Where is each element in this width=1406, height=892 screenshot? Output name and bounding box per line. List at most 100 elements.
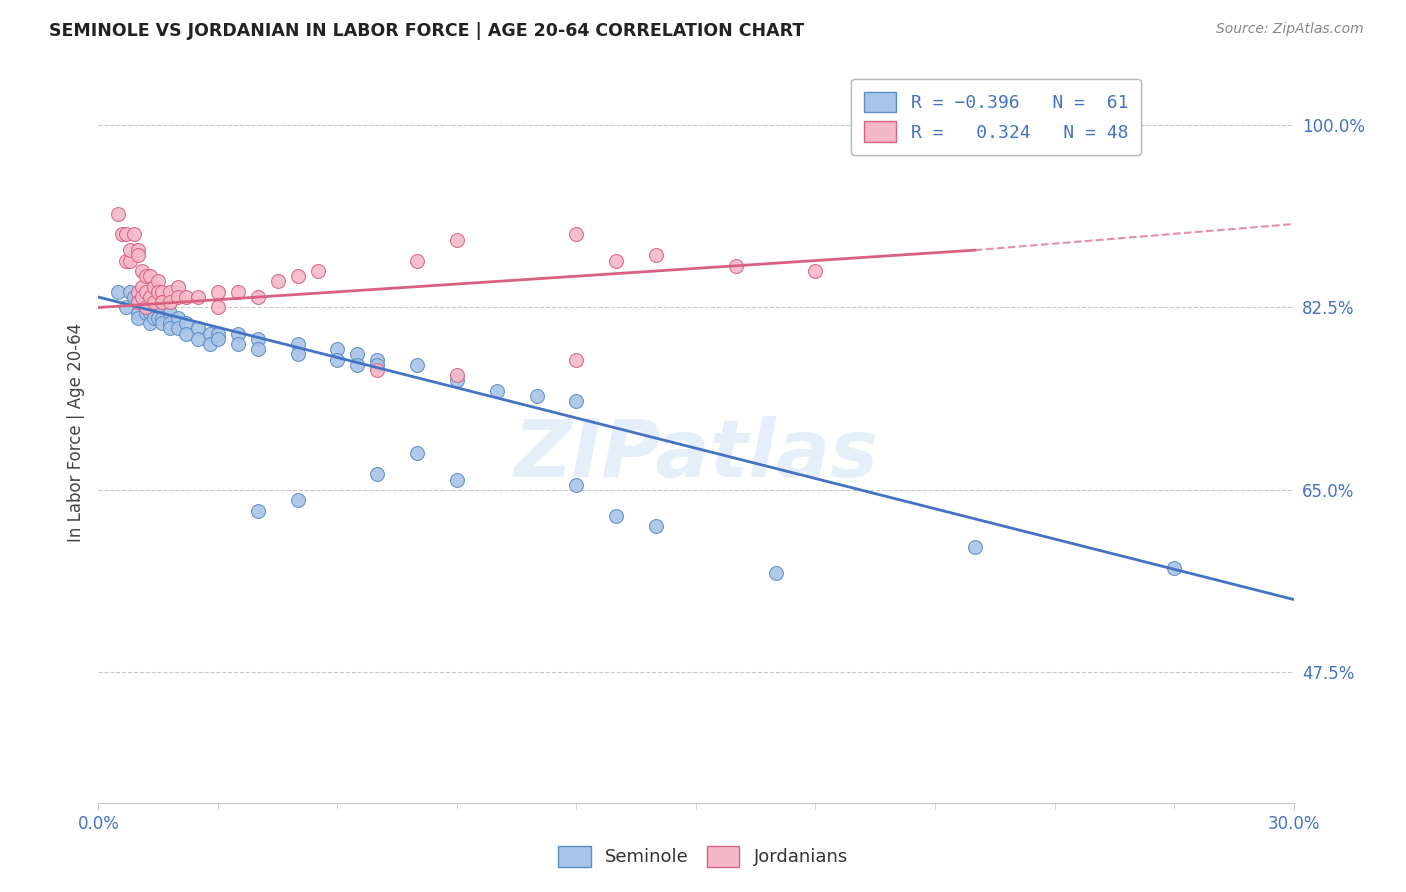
Point [765, 566, 787, 581]
Point [115, 253, 138, 268]
Point [139, 316, 162, 330]
Point [366, 467, 388, 482]
Point [115, 301, 138, 315]
Point [127, 285, 149, 299]
Point [143, 310, 166, 325]
Point [143, 295, 166, 310]
Point [120, 253, 142, 268]
Point [645, 519, 668, 533]
Point [150, 285, 173, 299]
Point [446, 368, 468, 383]
Point [724, 259, 747, 273]
Point [366, 363, 388, 377]
Point [148, 295, 170, 310]
Point [139, 290, 162, 304]
Point [565, 227, 588, 242]
Point [226, 285, 249, 299]
Point [167, 310, 190, 325]
Point [150, 301, 173, 315]
Point [159, 306, 181, 320]
Point [226, 326, 249, 341]
Point [406, 446, 429, 460]
Point [645, 248, 668, 262]
Legend: R = −0.396   N =  61, R =   0.324   N = 48: R = −0.396 N = 61, R = 0.324 N = 48 [852, 78, 1142, 155]
Point [485, 384, 508, 398]
Point [159, 295, 181, 310]
Point [131, 279, 153, 293]
Point [120, 285, 142, 299]
Point [526, 389, 548, 403]
Point [246, 342, 269, 356]
Point [565, 352, 588, 367]
Point [198, 326, 221, 341]
Point [346, 347, 368, 361]
Point [326, 342, 349, 356]
Point [287, 337, 309, 351]
Point [174, 316, 197, 330]
Point [246, 290, 269, 304]
Text: Source: ZipAtlas.com: Source: ZipAtlas.com [1216, 22, 1364, 37]
Point [139, 306, 162, 320]
Point [207, 326, 229, 341]
Point [131, 290, 153, 304]
Point [366, 358, 388, 372]
Point [267, 274, 290, 288]
Point [143, 295, 166, 310]
Point [139, 269, 162, 284]
Point [127, 306, 149, 320]
Y-axis label: In Labor Force | Age 20-64: In Labor Force | Age 20-64 [66, 323, 84, 542]
Point [167, 321, 190, 335]
Point [148, 274, 170, 288]
Point [446, 473, 468, 487]
Point [446, 233, 468, 247]
Point [307, 264, 329, 278]
Point [111, 227, 134, 242]
Point [131, 264, 153, 278]
Point [135, 295, 157, 310]
Point [287, 347, 309, 361]
Point [1163, 561, 1185, 575]
Text: ZIPatlas: ZIPatlas [513, 416, 879, 494]
Point [150, 295, 173, 310]
Point [246, 332, 269, 346]
Point [198, 337, 221, 351]
Point [187, 321, 209, 335]
Point [605, 253, 627, 268]
Point [107, 207, 129, 221]
Point [167, 290, 190, 304]
Point [207, 301, 229, 315]
Point [159, 316, 181, 330]
Point [135, 306, 157, 320]
Point [143, 306, 166, 320]
Point [139, 301, 162, 315]
Point [246, 504, 269, 518]
Point [226, 337, 249, 351]
Point [148, 301, 170, 315]
Point [127, 310, 149, 325]
Point [159, 321, 181, 335]
Point [963, 541, 986, 555]
Point [120, 243, 142, 257]
Point [565, 477, 588, 491]
Point [187, 290, 209, 304]
Legend: Seminole, Jordanians: Seminole, Jordanians [551, 838, 855, 874]
Point [446, 374, 468, 388]
Point [287, 269, 309, 284]
Point [167, 279, 190, 293]
Point [207, 285, 229, 299]
Point [326, 352, 349, 367]
Point [406, 253, 429, 268]
Point [287, 493, 309, 508]
Point [148, 285, 170, 299]
Point [148, 310, 170, 325]
Point [124, 290, 146, 304]
Point [150, 310, 173, 325]
Point [406, 358, 429, 372]
Point [135, 301, 157, 315]
Point [127, 295, 149, 310]
Point [174, 326, 197, 341]
Point [127, 248, 149, 262]
Point [159, 285, 181, 299]
Point [174, 290, 197, 304]
Point [127, 243, 149, 257]
